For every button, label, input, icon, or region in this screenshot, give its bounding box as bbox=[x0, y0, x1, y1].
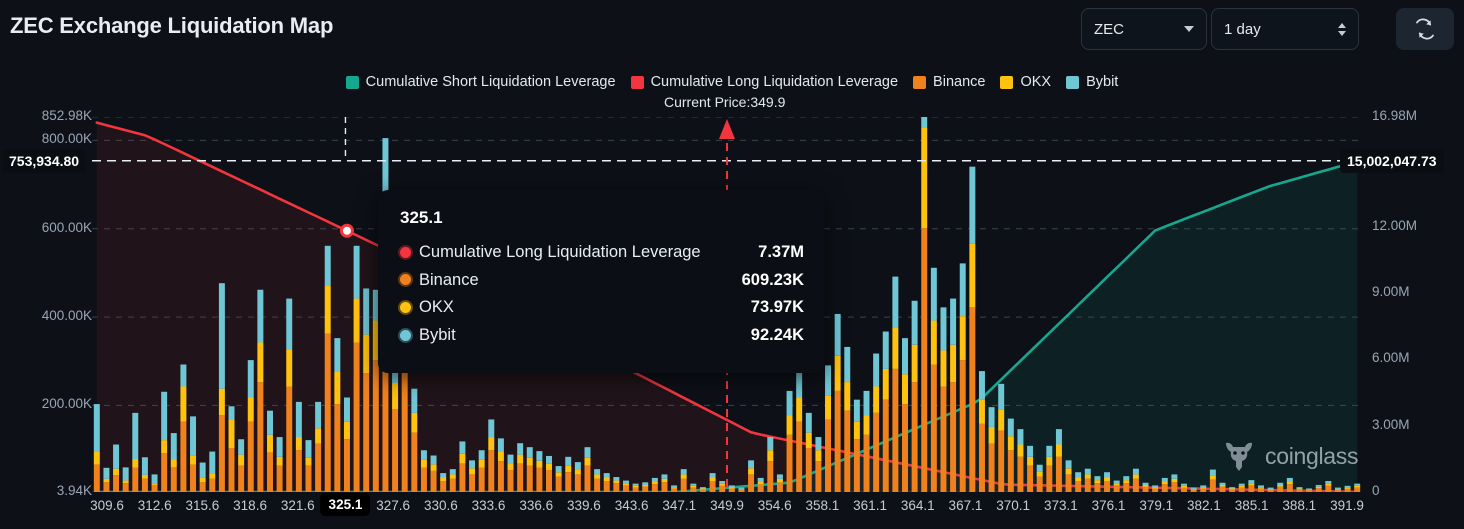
tooltip-row: Bybit 92.24K bbox=[400, 325, 804, 346]
y-axis-right-tick: 0 bbox=[1372, 483, 1380, 498]
y-axis-left-tick: 852.98K bbox=[41, 108, 92, 123]
x-axis-tick: 333.6 bbox=[471, 498, 506, 513]
tooltip-row-value: 92.24K bbox=[750, 325, 804, 344]
x-axis-tick: 349.9 bbox=[710, 498, 744, 513]
tooltip-row: OKX 73.97K bbox=[400, 297, 804, 318]
period-select[interactable]: 1 day bbox=[1211, 8, 1359, 50]
watermark-text: coinglass bbox=[1265, 442, 1359, 469]
x-axis-tick: 367.1 bbox=[948, 498, 983, 513]
legend-item-okx[interactable]: OKX bbox=[1000, 74, 1051, 90]
legend-item-bybit[interactable]: Bybit bbox=[1066, 74, 1118, 90]
x-axis-tick: 343.6 bbox=[614, 498, 649, 513]
symbol-select[interactable]: ZEC bbox=[1081, 8, 1207, 50]
x-axis-tick: 373.1 bbox=[1043, 498, 1078, 513]
x-axis-tick: 358.1 bbox=[805, 498, 840, 513]
chart-tooltip: 325.1 Cumulative Long Liquidation Levera… bbox=[378, 190, 824, 373]
y-axis-left-tick: 800.00K bbox=[41, 131, 92, 147]
x-axis-tick: 339.6 bbox=[567, 498, 601, 513]
legend-label: OKX bbox=[1020, 74, 1052, 90]
legend-item-cum-long[interactable]: Cumulative Long Liquidation Leverage bbox=[630, 74, 899, 90]
bull-logo-icon bbox=[1226, 442, 1252, 471]
current-price-label: Current Price:349.9 bbox=[664, 94, 786, 110]
x-axis-tick: 370.1 bbox=[996, 498, 1031, 513]
refresh-button[interactable] bbox=[1396, 8, 1454, 50]
legend-label: Binance bbox=[933, 74, 986, 90]
x-axis-tick: 391.9 bbox=[1330, 498, 1364, 513]
page-title: ZEC Exchange Liquidation Map bbox=[10, 13, 334, 38]
tooltip-dot-icon bbox=[400, 246, 411, 258]
legend-swatch bbox=[913, 75, 927, 89]
tooltip-row-label: OKX bbox=[419, 298, 454, 317]
tooltip-row-label: Cumulative Long Liquidation Leverage bbox=[419, 243, 701, 261]
x-axis-tick: 327.6 bbox=[376, 498, 411, 513]
x-axis-tick: 315.6 bbox=[185, 498, 220, 513]
symbol-select-value: ZEC bbox=[1094, 20, 1124, 38]
x-axis-tick: 318.6 bbox=[233, 498, 267, 513]
y-axis-left-tick: 600.00K bbox=[41, 219, 92, 235]
x-axis-tick: 330.6 bbox=[423, 498, 458, 513]
period-select-value: 1 day bbox=[1224, 20, 1261, 38]
legend-swatch bbox=[345, 75, 359, 89]
legend-swatch bbox=[1000, 75, 1014, 89]
x-axis-tick: 379.1 bbox=[1139, 498, 1174, 513]
legend-label: Cumulative Short Liquidation Leverage bbox=[365, 74, 616, 90]
legend-item-binance[interactable]: Binance bbox=[913, 74, 985, 90]
tooltip-title: 325.1 bbox=[400, 208, 443, 227]
stepper-chevrons-icon bbox=[1338, 22, 1346, 36]
y-axis-left-tick: 200.00K bbox=[41, 396, 92, 412]
y-axis-left-value-badge: 753,934.80 bbox=[2, 148, 87, 173]
legend-item-cum-short[interactable]: Cumulative Short Liquidation Leverage bbox=[345, 74, 616, 90]
y-axis-left-tick: 3.94K bbox=[56, 483, 92, 498]
x-axis-tick: 309.6 bbox=[90, 498, 124, 513]
tooltip-row-label: Bybit bbox=[419, 325, 456, 344]
y-axis-right-tick: 12.00M bbox=[1372, 217, 1418, 233]
x-axis-tick: 354.6 bbox=[757, 498, 792, 513]
chevron-down-icon bbox=[1184, 26, 1194, 32]
header-bar: ZEC Exchange Liquidation Map ZEC 1 day bbox=[0, 0, 1464, 58]
x-axis-tick: 312.6 bbox=[137, 498, 172, 513]
legend-swatch bbox=[630, 75, 644, 89]
tooltip-dot-icon bbox=[400, 274, 411, 286]
x-axis: 309.6 312.6 315.6 318.6 321.6 325.1 327.6 330.6… bbox=[90, 493, 1364, 524]
tooltip-row-value: 7.37M bbox=[758, 243, 804, 261]
y-axis-right-tick: 3.00M bbox=[1372, 416, 1410, 432]
tooltip-row: Cumulative Long Liquidation Leverage 7.3… bbox=[400, 242, 804, 263]
x-axis-tick-highlighted: 325.1 bbox=[320, 493, 371, 516]
x-axis-tick: 347.1 bbox=[662, 498, 697, 513]
legend-label: Cumulative Long Liquidation Leverage bbox=[650, 74, 899, 90]
y-axis-right-tick: 9.00M bbox=[1372, 284, 1410, 300]
y-axis-right-value-badge: 15,002,047.73 bbox=[1340, 148, 1444, 173]
tooltip-row-label: Binance bbox=[419, 270, 479, 289]
y-axis-right-tick: 6.00M bbox=[1372, 350, 1410, 366]
chart-legend: Cumulative Short Liquidation Leverage Cu… bbox=[0, 74, 1464, 90]
x-axis-tick: 385.1 bbox=[1234, 498, 1269, 513]
tooltip-dot-icon bbox=[400, 302, 411, 314]
legend-swatch bbox=[1066, 75, 1080, 89]
x-axis-tick: 388.1 bbox=[1282, 498, 1317, 513]
x-axis-tick: 364.1 bbox=[900, 498, 935, 513]
y-axis-right-tick: 16.98M bbox=[1372, 108, 1418, 123]
x-axis-tick: 382.1 bbox=[1187, 498, 1221, 513]
x-axis-tick: 336.6 bbox=[519, 498, 554, 513]
tooltip-row: Binance 609.23K bbox=[400, 270, 804, 291]
refresh-icon bbox=[1416, 18, 1434, 40]
tooltip-dot-icon bbox=[400, 329, 411, 341]
tooltip-row-value: 609.23K bbox=[741, 270, 804, 289]
coinglass-watermark: coinglass bbox=[1222, 440, 1358, 472]
x-axis-tick: 361.1 bbox=[853, 498, 887, 513]
tooltip-row-value: 73.97K bbox=[750, 298, 804, 317]
x-axis-tick: 321.6 bbox=[280, 498, 315, 513]
x-axis-tick: 376.1 bbox=[1091, 498, 1126, 513]
y-axis-left-tick: 400.00K bbox=[41, 308, 92, 324]
legend-label: Bybit bbox=[1086, 74, 1119, 90]
